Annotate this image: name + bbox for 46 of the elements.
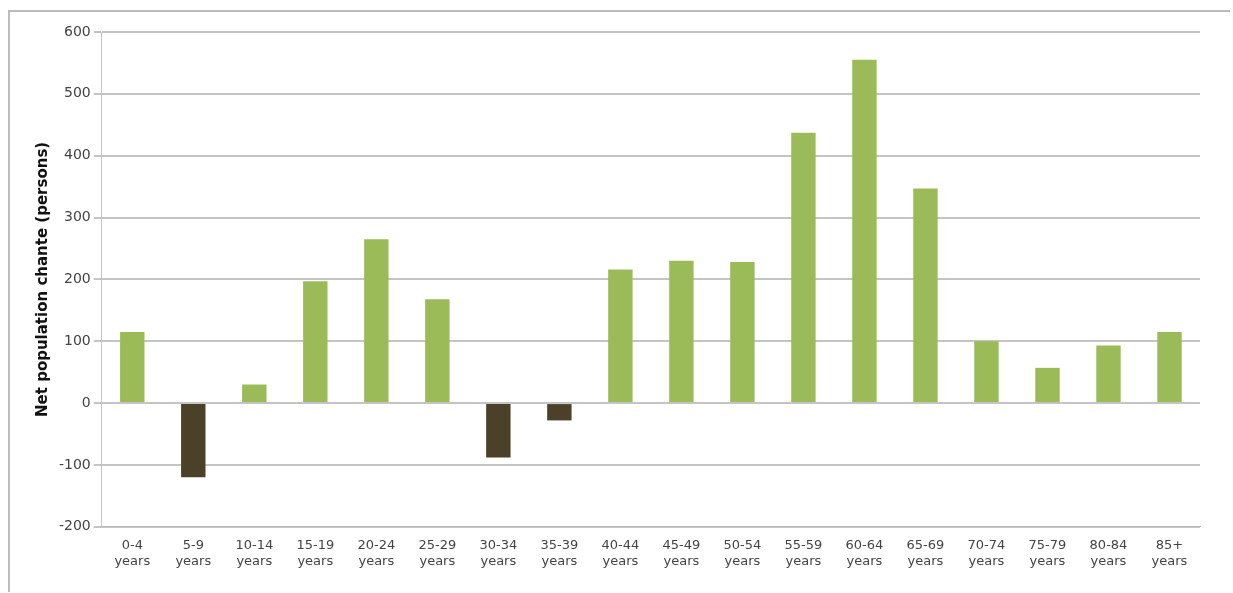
x-tick-label: 65-69 years xyxy=(906,536,945,568)
bar xyxy=(1096,345,1121,403)
bar xyxy=(303,281,328,403)
bar xyxy=(608,269,633,403)
x-tick-label: 60-64 years xyxy=(845,536,884,568)
y-tick-label: -100 xyxy=(58,455,91,472)
x-tick-label: 55-59 years xyxy=(784,536,823,568)
x-tick-label: 35-39 years xyxy=(540,536,579,568)
x-tick-label: 40-44 years xyxy=(601,536,640,568)
y-tick-label: 0 xyxy=(81,393,91,410)
x-tick-label: 20-24 years xyxy=(357,536,396,568)
x-tick-label: 30-34 years xyxy=(479,536,518,568)
bar xyxy=(364,239,389,403)
bar xyxy=(669,260,694,403)
y-tick-label: 600 xyxy=(64,22,91,39)
bar xyxy=(791,132,816,403)
bar xyxy=(1035,367,1060,403)
x-tick-label: 15-19 years xyxy=(296,536,335,568)
bar xyxy=(974,341,999,403)
x-tick-label: 45-49 years xyxy=(662,536,701,568)
y-tick-label: -200 xyxy=(58,517,91,534)
bar xyxy=(547,404,572,421)
bar xyxy=(852,59,877,403)
y-tick-label: 200 xyxy=(64,270,91,287)
bar xyxy=(181,404,206,478)
x-tick-label: 75-79 years xyxy=(1028,536,1067,568)
bar xyxy=(120,331,145,403)
x-tick-label: 10-14 years xyxy=(235,536,274,568)
bar xyxy=(730,262,755,403)
y-axis-title: Net population chante (persons) xyxy=(32,141,51,417)
x-tick-label: 80-84 years xyxy=(1089,536,1128,568)
bar xyxy=(913,188,938,403)
y-tick-label: 400 xyxy=(64,146,91,163)
y-tick-label: 300 xyxy=(64,208,91,225)
x-tick-label: 5-9 years xyxy=(175,536,212,568)
x-tick-label: 85+ years xyxy=(1151,536,1188,568)
x-tick-label: 50-54 years xyxy=(723,536,762,568)
x-tick-label: 0-4 years xyxy=(114,536,151,568)
bar xyxy=(1157,331,1182,403)
bar xyxy=(425,299,450,403)
x-tick-label: 70-74 years xyxy=(967,536,1006,568)
y-tick-label: 500 xyxy=(64,84,91,101)
y-tick-label: 100 xyxy=(64,331,91,348)
bar xyxy=(486,404,511,458)
bar xyxy=(242,384,267,403)
x-tick-label: 25-29 years xyxy=(418,536,457,568)
